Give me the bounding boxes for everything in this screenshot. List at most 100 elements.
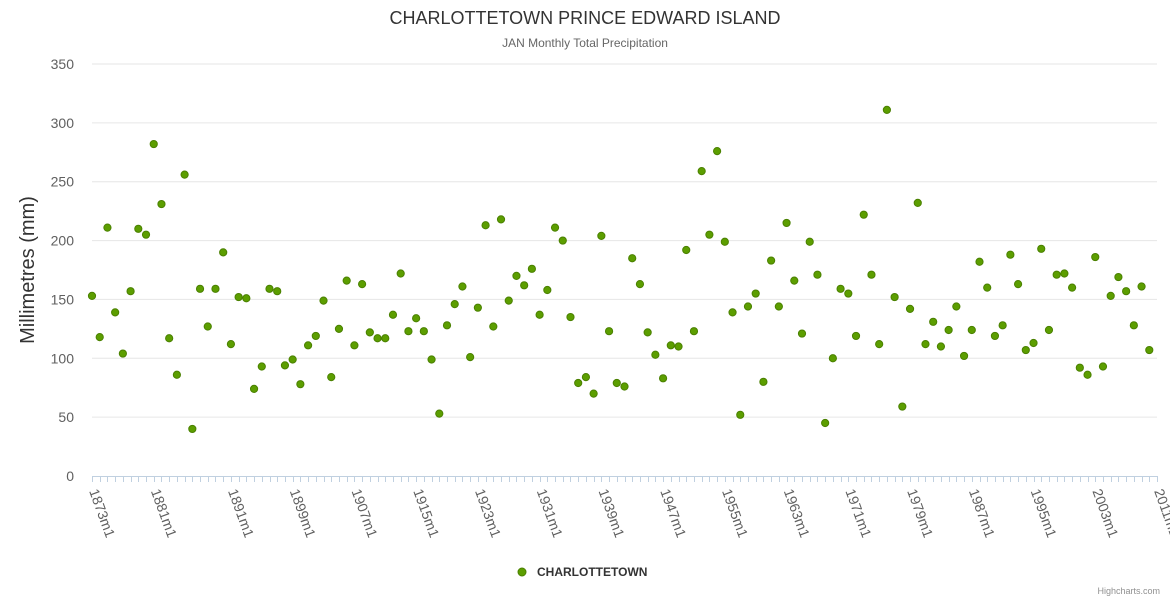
data-point[interactable]	[180, 170, 189, 179]
data-point[interactable]	[311, 331, 320, 341]
data-point[interactable]	[157, 199, 166, 209]
data-point[interactable]	[743, 302, 753, 311]
data-point[interactable]	[666, 341, 675, 350]
data-point[interactable]	[1083, 370, 1092, 379]
data-point[interactable]	[867, 270, 876, 279]
data-point[interactable]	[388, 310, 398, 319]
data-point[interactable]	[103, 223, 112, 232]
data-point[interactable]	[211, 284, 220, 293]
data-point[interactable]	[635, 280, 645, 289]
data-point[interactable]	[805, 237, 814, 246]
data-point[interactable]	[682, 245, 691, 255]
data-point[interactable]	[612, 378, 621, 388]
data-point[interactable]	[913, 198, 922, 208]
data-point[interactable]	[296, 380, 305, 389]
data-point[interactable]	[859, 210, 868, 219]
data-point[interactable]	[604, 327, 614, 336]
data-point[interactable]	[790, 276, 799, 285]
data-point[interactable]	[404, 327, 413, 336]
data-point[interactable]	[1129, 321, 1138, 330]
data-point[interactable]	[342, 276, 351, 285]
data-point[interactable]	[643, 328, 652, 337]
data-point[interactable]	[751, 289, 760, 298]
data-point[interactable]	[1145, 345, 1154, 355]
data-point[interactable]	[628, 254, 637, 263]
data-point[interactable]	[1052, 270, 1061, 279]
data-point[interactable]	[350, 341, 359, 350]
data-point[interactable]	[1029, 338, 1038, 348]
data-point[interactable]	[905, 304, 915, 313]
data-point[interactable]	[936, 342, 946, 351]
data-point[interactable]	[381, 334, 390, 343]
data-point[interactable]	[767, 256, 776, 265]
data-point[interactable]	[1006, 250, 1015, 259]
data-point[interactable]	[959, 351, 969, 361]
data-point[interactable]	[489, 322, 498, 331]
data-point[interactable]	[697, 167, 706, 176]
data-point[interactable]	[543, 285, 552, 295]
data-point[interactable]	[280, 361, 290, 370]
data-point[interactable]	[1122, 287, 1131, 296]
data-point[interactable]	[427, 355, 436, 364]
legend-label[interactable]: CHARLOTTETOWN	[537, 565, 647, 579]
data-point[interactable]	[149, 139, 158, 149]
data-point[interactable]	[481, 221, 490, 230]
data-point[interactable]	[597, 231, 606, 240]
data-point[interactable]	[504, 296, 513, 305]
data-point[interactable]	[473, 303, 482, 312]
data-point[interactable]	[365, 328, 374, 337]
data-point[interactable]	[195, 284, 205, 293]
data-point[interactable]	[249, 384, 259, 393]
data-point[interactable]	[720, 237, 729, 246]
data-point[interactable]	[512, 271, 521, 280]
data-point[interactable]	[466, 353, 475, 362]
data-point[interactable]	[134, 224, 143, 233]
data-point[interactable]	[458, 282, 467, 291]
data-point[interactable]	[450, 300, 459, 309]
data-point[interactable]	[257, 362, 266, 371]
data-point[interactable]	[713, 147, 722, 156]
data-point[interactable]	[1013, 280, 1023, 289]
data-point[interactable]	[589, 389, 598, 398]
data-point[interactable]	[875, 340, 884, 349]
data-point[interactable]	[620, 382, 629, 391]
data-point[interactable]	[188, 424, 197, 434]
data-point[interactable]	[782, 218, 791, 228]
data-point[interactable]	[1037, 244, 1046, 253]
data-point[interactable]	[435, 409, 444, 418]
data-point[interactable]	[396, 269, 405, 278]
legend[interactable]: CHARLOTTETOWN	[517, 565, 647, 579]
data-point[interactable]	[527, 264, 536, 273]
data-point[interactable]	[566, 312, 575, 322]
data-point[interactable]	[944, 325, 953, 335]
data-point[interactable]	[967, 325, 976, 335]
data-point[interactable]	[658, 374, 668, 383]
data-point[interactable]	[952, 302, 961, 311]
data-point[interactable]	[334, 324, 344, 333]
data-point[interactable]	[172, 370, 181, 379]
data-point[interactable]	[111, 308, 120, 317]
data-point[interactable]	[303, 341, 313, 350]
data-point[interactable]	[126, 287, 135, 296]
data-point[interactable]	[288, 355, 297, 364]
data-point[interactable]	[265, 284, 274, 293]
data-point[interactable]	[821, 418, 830, 428]
data-point[interactable]	[797, 329, 807, 338]
data-point[interactable]	[1137, 282, 1146, 291]
data-point[interactable]	[1068, 283, 1077, 292]
data-point[interactable]	[1098, 362, 1108, 371]
credits-link[interactable]: Highcharts.com	[1097, 586, 1160, 596]
data-point[interactable]	[736, 410, 745, 419]
data-point[interactable]	[574, 378, 583, 388]
data-point[interactable]	[689, 327, 699, 336]
data-point[interactable]	[373, 334, 382, 343]
data-point[interactable]	[836, 284, 845, 293]
data-point[interactable]	[759, 377, 768, 386]
data-point[interactable]	[327, 373, 336, 382]
data-point[interactable]	[728, 308, 737, 317]
legend-marker[interactable]	[517, 567, 527, 577]
data-point[interactable]	[319, 296, 328, 305]
data-point[interactable]	[898, 402, 907, 411]
data-point[interactable]	[1075, 363, 1084, 372]
data-point[interactable]	[1060, 269, 1069, 278]
